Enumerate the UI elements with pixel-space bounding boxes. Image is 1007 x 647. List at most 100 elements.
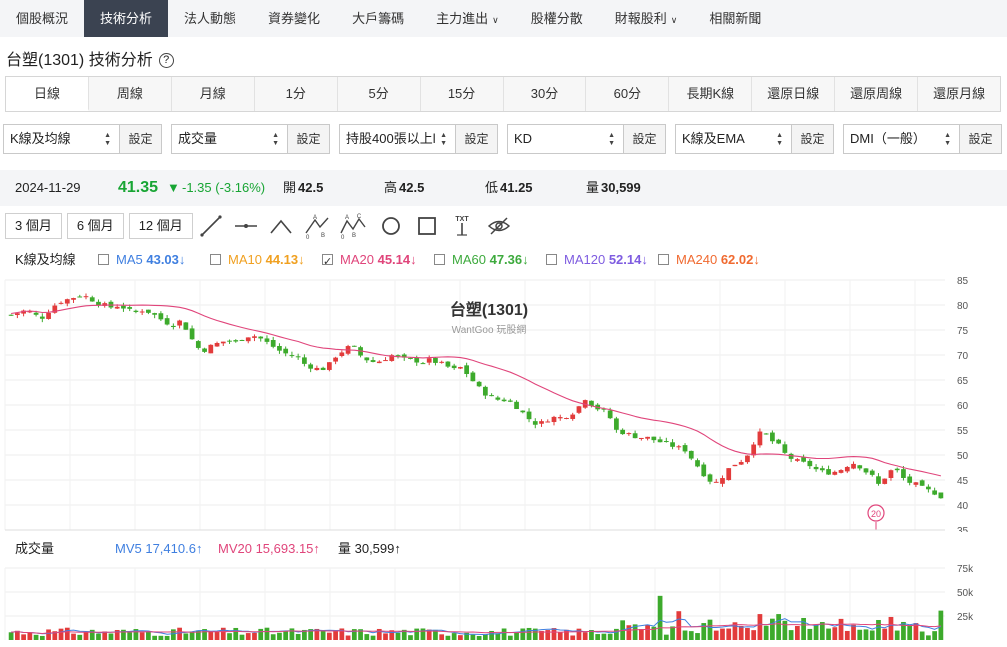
settings-button-5[interactable]: 設定 xyxy=(960,124,1002,154)
volume-bar xyxy=(570,635,576,640)
range-button-2[interactable]: 12 個月 xyxy=(128,213,193,239)
volume-bar xyxy=(539,630,544,640)
vol-tick-label: 25k xyxy=(957,612,974,623)
settings-button-0[interactable]: 設定 xyxy=(120,124,162,154)
candle-body xyxy=(857,465,863,469)
ma20-marker-badge[interactable]: 20 xyxy=(867,504,885,530)
candle-body xyxy=(570,414,576,419)
period-tab-10[interactable]: 還原周線 xyxy=(835,77,919,111)
circle-icon[interactable] xyxy=(378,213,404,239)
ma-toggle-ma20[interactable]: MA20 45.14↓ xyxy=(322,249,417,273)
settings-button-1[interactable]: 設定 xyxy=(288,124,330,154)
indicator-select-3[interactable]: KD ▲ ▼ xyxy=(507,124,624,154)
candle-body xyxy=(433,357,438,363)
candle-body xyxy=(882,478,888,484)
ma20-marker-label: 20 xyxy=(871,509,881,519)
nav-item-4[interactable]: 大戶籌碼 xyxy=(352,11,405,26)
indicator-select-0[interactable]: K線及均線 ▲ ▼ xyxy=(3,124,120,154)
volume-bar xyxy=(913,623,919,640)
abc-pattern-icon[interactable]: A 0 B xyxy=(303,213,331,239)
volume-bar xyxy=(14,630,20,640)
candle-body xyxy=(127,307,133,309)
period-tab-2[interactable]: 月線 xyxy=(172,77,255,111)
nav-item-3[interactable]: 資券變化 xyxy=(268,11,321,26)
volume-bar xyxy=(239,634,245,640)
nav-item-1[interactable]: 技術分析 xyxy=(84,0,169,37)
hide-icon[interactable] xyxy=(486,213,512,239)
range-button-1[interactable]: 6 個月 xyxy=(66,213,124,239)
candle-body xyxy=(445,361,451,367)
help-icon[interactable]: ? xyxy=(158,53,174,68)
period-tab-6[interactable]: 30分 xyxy=(504,77,587,111)
line-icon[interactable] xyxy=(198,213,224,239)
candle-body xyxy=(707,474,713,482)
y-tick-label: 40 xyxy=(957,501,969,512)
checkbox-icon[interactable] xyxy=(210,254,221,265)
period-tab-5[interactable]: 15分 xyxy=(421,77,504,111)
price-chart[interactable]: 85 80 75 70 65 60 55 50 45 40 35 台塑(1301) WantGoo 玩股… xyxy=(0,272,1007,532)
checkbox-icon[interactable] xyxy=(658,254,669,265)
nav-item-8[interactable]: 相關新聞 xyxy=(709,11,762,26)
indicator-select-5[interactable]: DMI（一般） ▲ ▼ xyxy=(843,124,960,154)
volume-bar xyxy=(46,629,51,640)
ma20-line xyxy=(11,304,942,477)
candle-body xyxy=(264,338,270,342)
period-tab-4[interactable]: 5分 xyxy=(338,77,421,111)
settings-button-2[interactable]: 設定 xyxy=(456,124,498,154)
checkbox-icon[interactable] xyxy=(322,251,333,273)
updown-arrow-icon: ▲ ▼ xyxy=(440,132,447,147)
rectangle-icon[interactable] xyxy=(414,213,440,239)
indicator-select-1[interactable]: 成交量 ▲ ▼ xyxy=(171,124,288,154)
checkbox-icon[interactable] xyxy=(546,254,557,265)
period-tab-3[interactable]: 1分 xyxy=(255,77,338,111)
volume-bar xyxy=(532,628,538,640)
quote-change: -1.35 (-3.16%) xyxy=(182,180,266,195)
period-tab-11[interactable]: 還原月線 xyxy=(933,86,986,101)
ma-value: 44.13↓ xyxy=(265,252,305,267)
settings-button-3[interactable]: 設定 xyxy=(624,124,666,154)
indicator-select-2[interactable]: 持股400張以上l ▲ ▼ xyxy=(339,124,456,154)
indicator-select-4[interactable]: K線及EMA ▲ ▼ xyxy=(675,124,792,154)
volume-bar xyxy=(71,633,76,640)
candle-body xyxy=(208,344,214,354)
nav-item-6[interactable]: 股權分散 xyxy=(530,11,583,26)
period-tab-1[interactable]: 周線 xyxy=(89,77,172,111)
candle-body xyxy=(819,468,825,471)
ma-toggle-ma240[interactable]: MA240 62.02↓ xyxy=(658,249,760,271)
nav-item-2[interactable]: 法人動態 xyxy=(184,11,237,26)
volume-label: 量 xyxy=(586,180,600,195)
volume-bar xyxy=(614,628,619,640)
svg-text:0: 0 xyxy=(306,235,310,239)
nav-item-0[interactable]: 個股概況 xyxy=(16,11,69,26)
period-tab-9[interactable]: 還原日線 xyxy=(752,77,836,111)
settings-button-4[interactable]: 設定 xyxy=(792,124,834,154)
ma-toggle-ma5[interactable]: MA5 43.03↓ xyxy=(98,249,185,271)
volume-bar xyxy=(177,627,182,640)
volume-bar xyxy=(433,629,438,640)
volume-bar xyxy=(645,624,650,640)
candle-body xyxy=(551,416,557,423)
ma-toggle-ma10[interactable]: MA10 44.13↓ xyxy=(210,249,305,271)
candle-body xyxy=(89,297,95,302)
text-icon[interactable]: TXT xyxy=(449,213,475,239)
nav-item-5[interactable]: 主力進出 ∨ xyxy=(420,0,515,37)
range-buttons: 3 個月 6 個月 12 個月 xyxy=(5,213,198,239)
volume-chart[interactable]: 75k 50k 25k xyxy=(0,560,1007,647)
ma-toggle-ma60[interactable]: MA60 47.36↓ xyxy=(434,249,529,271)
volume-bar xyxy=(39,635,45,640)
volume-bar xyxy=(89,629,95,640)
ma-value: 43.03↓ xyxy=(146,252,186,267)
arc-icon[interactable] xyxy=(268,213,294,239)
checkbox-icon[interactable] xyxy=(434,254,445,265)
period-tab-7[interactable]: 60分 xyxy=(586,77,670,111)
volume-bar xyxy=(164,635,170,640)
period-tab-0[interactable]: 日線 xyxy=(6,77,89,111)
horizontal-line-icon[interactable] xyxy=(233,213,259,239)
range-button-0[interactable]: 3 個月 xyxy=(5,213,62,239)
abcd-pattern-icon[interactable]: A C 0 B xyxy=(339,213,367,239)
checkbox-icon[interactable] xyxy=(98,254,109,265)
nav-item-7[interactable]: 財報股利 ∨ xyxy=(599,0,694,37)
ma-toggle-ma120[interactable]: MA120 52.14↓ xyxy=(546,249,648,271)
candle-body xyxy=(801,457,806,462)
period-tab-8[interactable]: 長期K線 xyxy=(669,77,753,111)
